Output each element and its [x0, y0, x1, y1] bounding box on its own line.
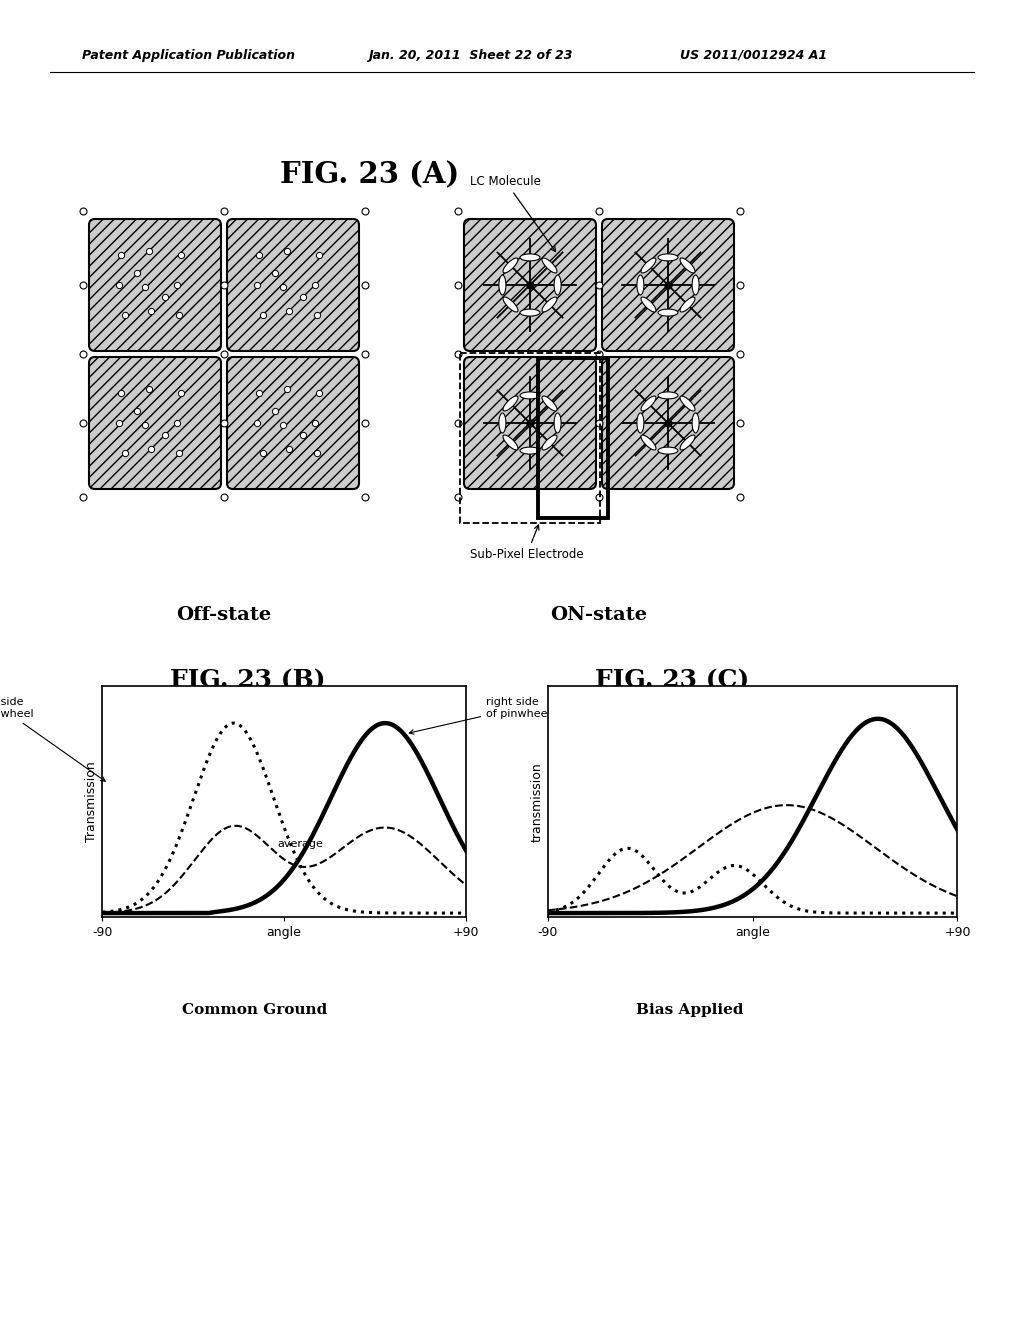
Ellipse shape — [554, 413, 561, 433]
Ellipse shape — [520, 253, 540, 261]
FancyBboxPatch shape — [89, 219, 221, 351]
Ellipse shape — [503, 257, 518, 273]
Ellipse shape — [520, 447, 540, 454]
Ellipse shape — [554, 275, 561, 294]
Ellipse shape — [680, 396, 695, 411]
Ellipse shape — [499, 275, 506, 294]
Text: Sub-Pixel Electrode: Sub-Pixel Electrode — [470, 525, 584, 561]
Text: ON-state: ON-state — [551, 606, 647, 624]
Ellipse shape — [542, 436, 557, 450]
Text: left side
of pinwheel: left side of pinwheel — [0, 697, 105, 781]
Text: Jan. 20, 2011  Sheet 22 of 23: Jan. 20, 2011 Sheet 22 of 23 — [368, 49, 572, 62]
Text: FIG. 23 (C): FIG. 23 (C) — [595, 668, 750, 692]
FancyBboxPatch shape — [89, 356, 221, 488]
Ellipse shape — [637, 413, 644, 433]
FancyBboxPatch shape — [464, 219, 596, 351]
Ellipse shape — [542, 257, 557, 273]
Text: Bias Applied: Bias Applied — [636, 1003, 743, 1016]
Text: FIG. 23 (A): FIG. 23 (A) — [281, 161, 460, 190]
Bar — [460, 352, 600, 523]
Ellipse shape — [641, 396, 656, 411]
Ellipse shape — [637, 275, 644, 294]
FancyBboxPatch shape — [227, 356, 359, 488]
Ellipse shape — [680, 257, 695, 273]
Text: average: average — [278, 840, 324, 849]
Ellipse shape — [499, 413, 506, 433]
Y-axis label: Transmission: Transmission — [85, 762, 98, 842]
FancyBboxPatch shape — [602, 219, 734, 351]
Ellipse shape — [542, 396, 557, 411]
Ellipse shape — [641, 257, 656, 273]
Ellipse shape — [680, 436, 695, 450]
Ellipse shape — [658, 392, 678, 399]
Bar — [538, 358, 608, 517]
Ellipse shape — [680, 297, 695, 312]
FancyBboxPatch shape — [602, 356, 734, 488]
Ellipse shape — [520, 309, 540, 315]
Ellipse shape — [658, 253, 678, 261]
Text: Patent Application Publication: Patent Application Publication — [82, 49, 295, 62]
Text: LC Molecule: LC Molecule — [470, 176, 556, 252]
Ellipse shape — [658, 309, 678, 315]
Ellipse shape — [641, 436, 656, 450]
Text: US 2011/0012924 A1: US 2011/0012924 A1 — [680, 49, 827, 62]
FancyBboxPatch shape — [227, 219, 359, 351]
Ellipse shape — [520, 392, 540, 399]
Text: right side
of pinwheel: right side of pinwheel — [410, 697, 551, 734]
Text: Off-state: Off-state — [176, 606, 271, 624]
Ellipse shape — [503, 436, 518, 450]
Text: FIG. 23 (B): FIG. 23 (B) — [170, 668, 326, 692]
Ellipse shape — [692, 413, 699, 433]
Ellipse shape — [641, 297, 656, 312]
Ellipse shape — [503, 297, 518, 312]
Y-axis label: transmission: transmission — [530, 762, 544, 842]
Ellipse shape — [692, 275, 699, 294]
FancyBboxPatch shape — [464, 356, 596, 488]
Text: Common Ground: Common Ground — [182, 1003, 328, 1016]
Ellipse shape — [503, 396, 518, 411]
Ellipse shape — [658, 447, 678, 454]
Ellipse shape — [542, 297, 557, 312]
